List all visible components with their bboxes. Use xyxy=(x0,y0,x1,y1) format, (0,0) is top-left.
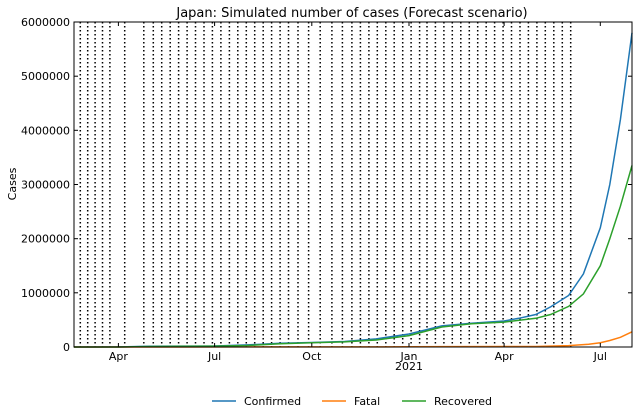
x-axis-year-label: 2021 xyxy=(395,360,423,373)
series-line-fatal xyxy=(74,331,633,348)
plot-frame xyxy=(73,21,633,348)
x-tick-label: Oct xyxy=(302,350,322,363)
y-tick-label: 0 xyxy=(63,341,70,354)
y-tick-label: 1000000 xyxy=(21,287,70,300)
x-tick-label: Jan xyxy=(400,350,418,363)
series-line-recovered xyxy=(74,165,633,348)
chart-title: Japan: Simulated number of cases (Foreca… xyxy=(175,6,527,21)
legend-label-confirmed: Confirmed xyxy=(244,395,301,408)
x-tick-label: Apr xyxy=(109,350,129,363)
y-tick-label: 5000000 xyxy=(21,70,70,83)
x-tick-label: Jul xyxy=(207,350,221,363)
legend-label-fatal: Fatal xyxy=(354,395,380,408)
y-tick-label: 2000000 xyxy=(21,233,70,246)
y-axis-label: Cases xyxy=(6,167,19,200)
series-line-confirmed xyxy=(73,32,633,348)
x-tick-label: Jul xyxy=(593,350,607,363)
y-tick-label: 3000000 xyxy=(21,179,70,192)
legend: Confirmed Fatal Recovered xyxy=(212,395,492,408)
y-tick-label: 4000000 xyxy=(21,124,70,137)
y-tick-label: 6000000 xyxy=(21,16,70,29)
change-date-lines xyxy=(79,22,572,347)
x-tick-label: Apr xyxy=(495,350,515,363)
series-layer xyxy=(73,32,633,348)
x-axis-ticks: Apr Jul Oct Jan Apr Jul xyxy=(109,22,607,363)
y-axis-ticks: 0 1000000 2000000 3000000 4000000 5000000 6000… xyxy=(21,16,632,354)
legend-label-recovered: Recovered xyxy=(434,395,492,408)
